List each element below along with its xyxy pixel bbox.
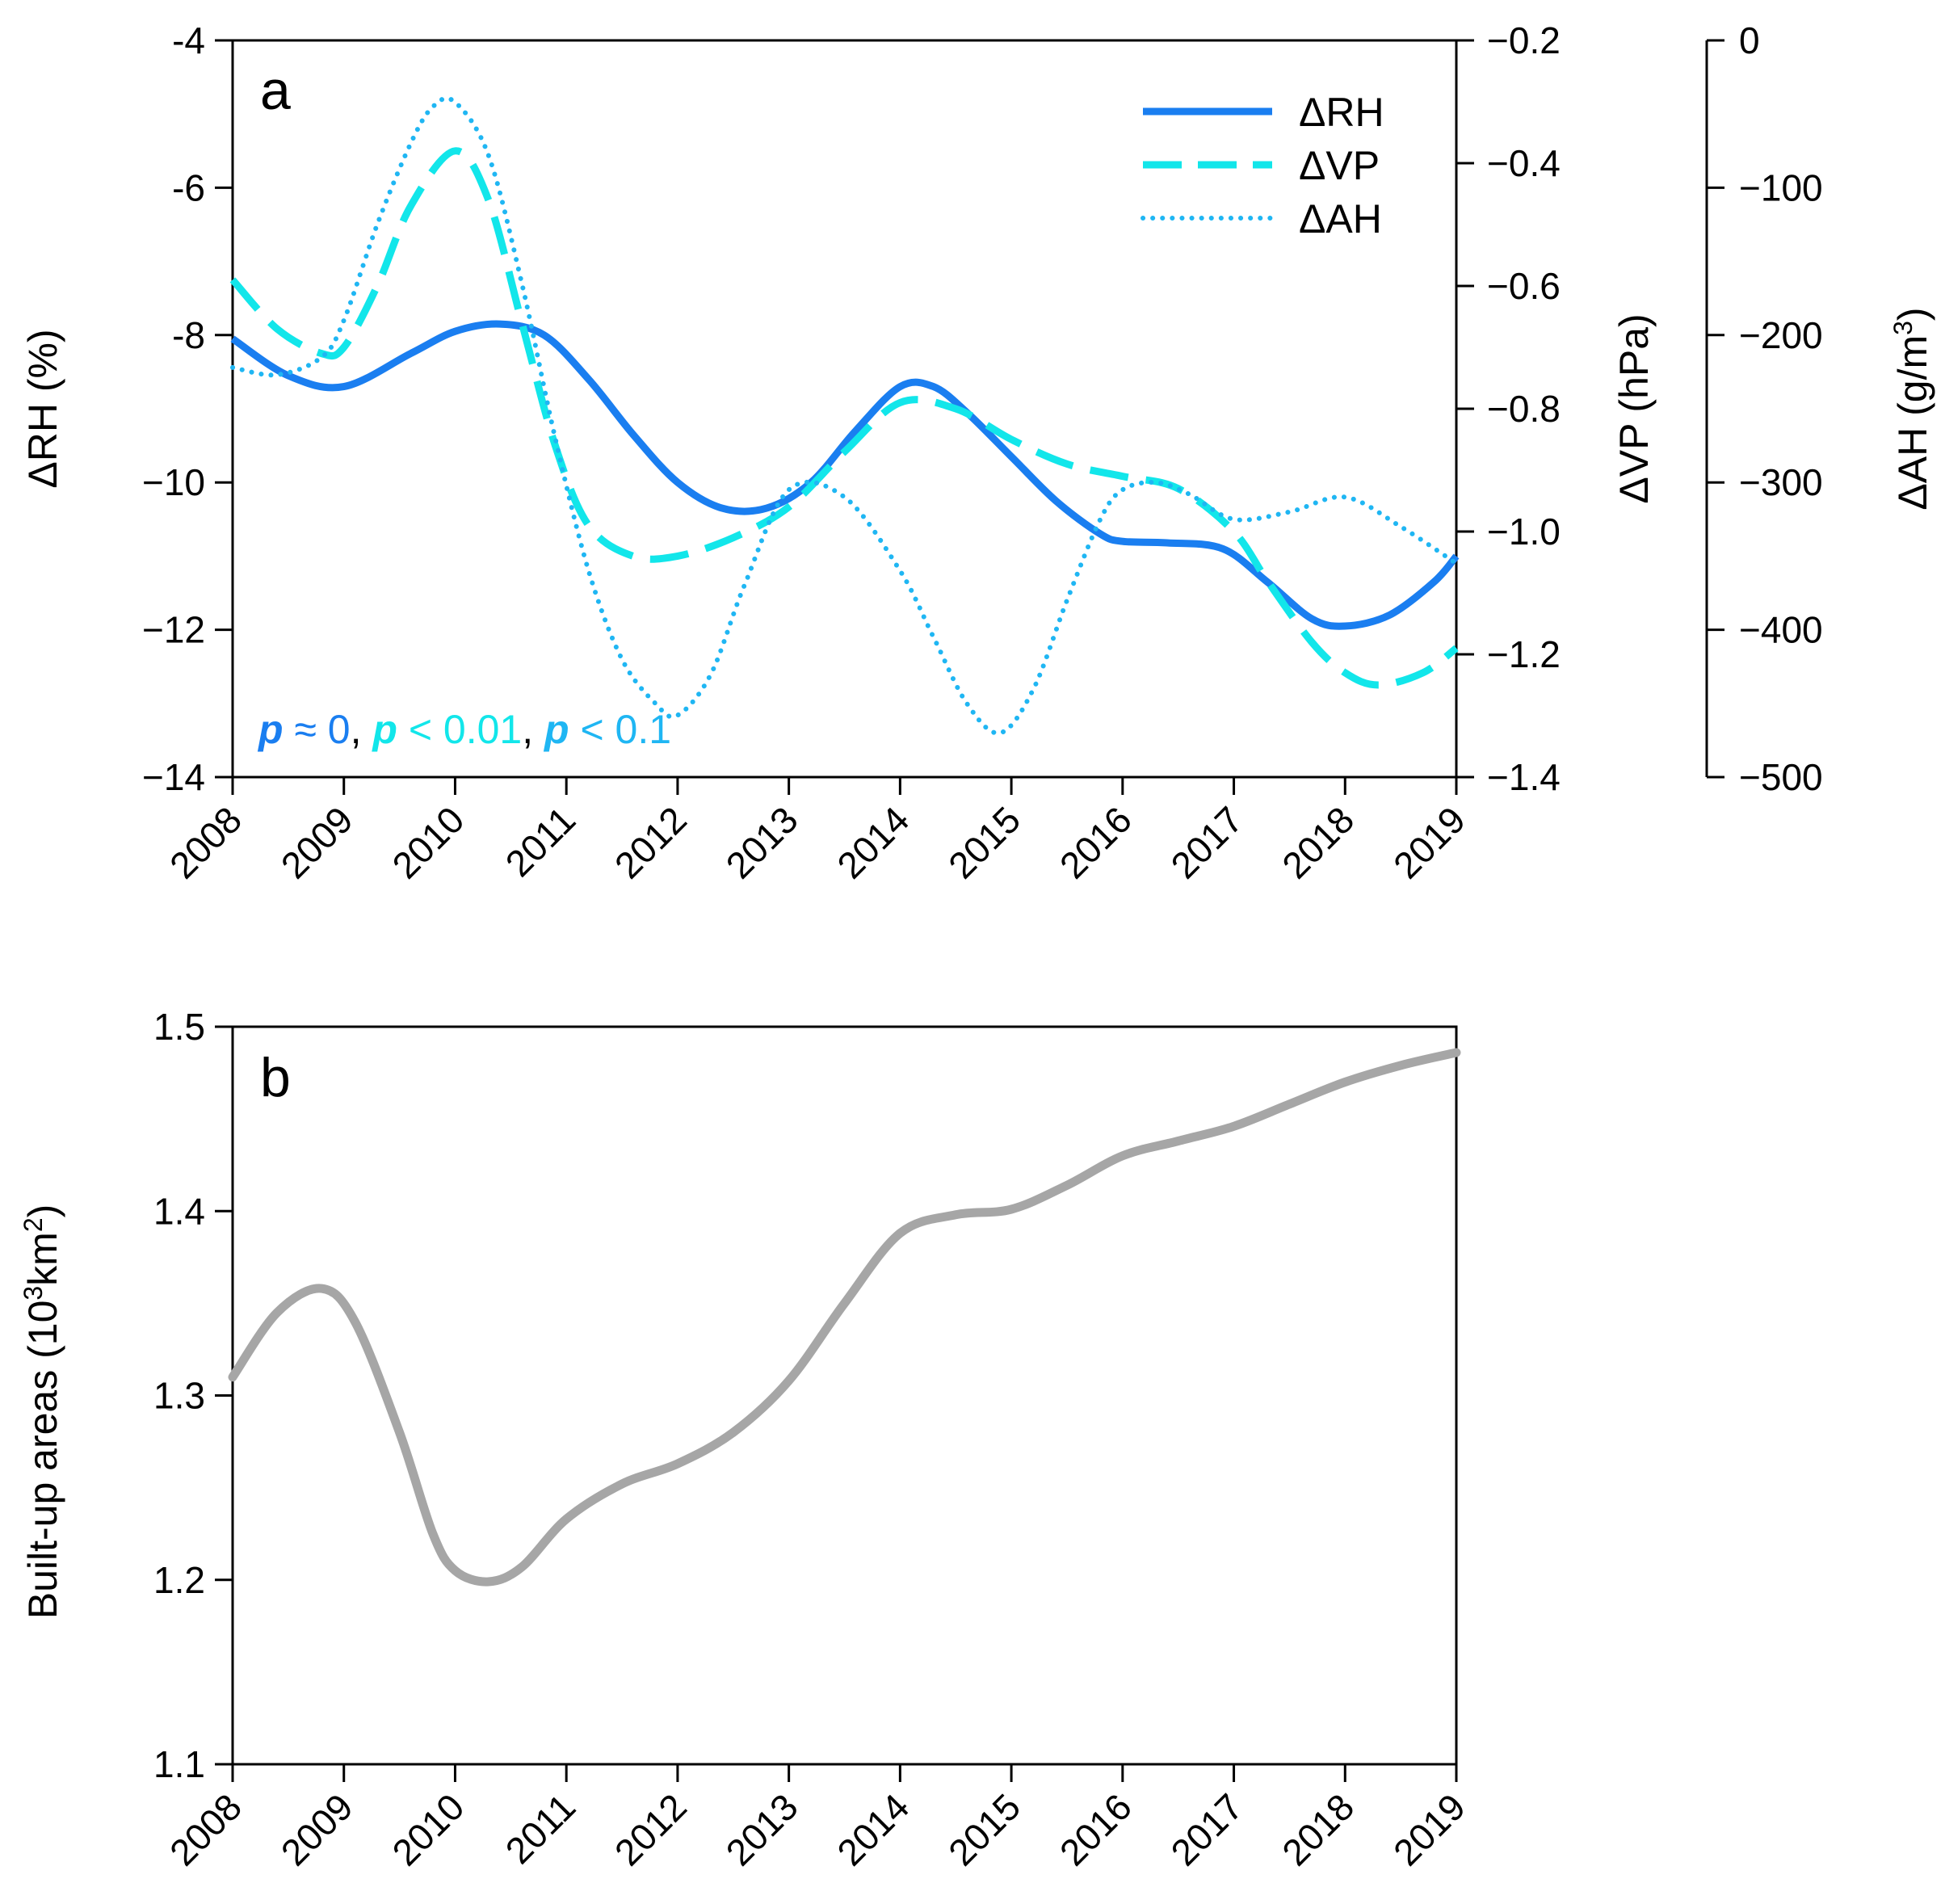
vp-tick-label: −1.2 (1487, 633, 1561, 675)
rh-tick-label: −10 (142, 461, 205, 503)
year-tick-label: 2010 (384, 1785, 472, 1873)
significance-segment: < 0.01 (397, 707, 522, 752)
series-vp-line (229, 147, 1459, 689)
panel-a-x-axis: 2008 2009 2010 2011 2012 2013 2014 2015 2016 2017… (162, 777, 1473, 886)
year-tick-label: 2017 (1162, 798, 1250, 886)
year-tick-label: 2010 (384, 798, 472, 886)
year-tick-label: 2011 (498, 1785, 584, 1872)
year-tick-label: 2013 (718, 1785, 806, 1873)
significance-segment: ≈ 0 (284, 707, 351, 752)
year-tick-label: 2015 (940, 1785, 1028, 1873)
significance-segment: p (543, 707, 569, 752)
year-tick-label: 2009 (273, 1785, 361, 1873)
built-up-tick-label: 1.1 (153, 1743, 205, 1785)
year-tick-label: 2018 (1274, 798, 1362, 886)
built-up-tick-label: 1.3 (153, 1375, 205, 1417)
rh-tick-label: -6 (172, 166, 205, 208)
year-tick-label: 2018 (1274, 1785, 1362, 1873)
year-tick-label: 2008 (162, 798, 250, 886)
panel-b-built-up-axis-title: Built-up areas (103km2) (19, 1204, 65, 1620)
significance-segment: < 0.1 (569, 707, 672, 752)
legend-label: ΔAH (1299, 196, 1382, 242)
year-tick-label: 2011 (498, 798, 584, 885)
ah-tick-label: −100 (1739, 166, 1823, 208)
built-up-tick-label: 1.5 (153, 1006, 205, 1048)
vp-tick-label: −0.4 (1487, 142, 1561, 184)
panel-b-x-axis: 2008 2009 2010 2011 2012 2013 2014 2015 2016 2017… (162, 1764, 1473, 1873)
panel-a-ah-axis: −500 −400 −300 −200 −100 0 (1705, 19, 1823, 798)
ah-tick-label: 0 (1739, 19, 1760, 61)
legend-label: ΔVP (1299, 143, 1380, 188)
significance-segment: p (371, 707, 397, 752)
year-tick-label: 2012 (607, 1785, 695, 1873)
year-tick-label: 2017 (1162, 1785, 1250, 1873)
rh-tick-label: −12 (142, 609, 205, 651)
year-tick-label: 2016 (1052, 1785, 1140, 1873)
year-tick-label: 2008 (162, 1785, 250, 1873)
built-up-tick-label: 1.2 (153, 1559, 205, 1601)
panel-b-left-axis: 1.1 1.2 1.3 1.4 1.5 (153, 1006, 233, 1785)
panel-a-letter: a (260, 60, 291, 121)
vp-tick-label: −1.0 (1487, 511, 1561, 553)
ah-tick-label: −300 (1739, 461, 1823, 503)
panel-a-chart: −14 −12 −10 -8 -6 -4 −1.4 −1.2 −1.0 −0.8 −0.6 −0.4… (20, 19, 1935, 886)
panel-a-vp-axis: −1.4 −1.2 −1.0 −0.8 −0.6 −0.4 −0.2 (1456, 19, 1561, 798)
panel-a-rh-axis-title: ΔRH (%) (20, 329, 65, 488)
panel-a-legend: ΔRH ΔVP ΔAH (1141, 90, 1384, 242)
legend-label: ΔRH (1299, 90, 1384, 135)
year-tick-label: 2019 (1385, 798, 1473, 886)
series-rh-line (230, 320, 1460, 630)
significance-segment: , (351, 707, 373, 752)
rh-tick-label: -4 (172, 19, 205, 61)
panel-a-plot-frame (231, 39, 1458, 779)
significance-segment: p (257, 707, 284, 752)
year-tick-label: 2015 (940, 798, 1028, 886)
ah-tick-label: −400 (1739, 609, 1823, 651)
significance-segment: , (522, 707, 544, 752)
panel-b-chart: 1.1 1.2 1.3 1.4 1.5 2008 2009 2010 2011 2012 2013… (19, 1006, 1473, 1873)
vp-tick-label: −1.4 (1487, 756, 1561, 798)
year-tick-label: 2019 (1385, 1785, 1473, 1873)
panel-a-ah-axis-title: ΔAH (g/m3) (1888, 307, 1935, 510)
vp-tick-label: −0.8 (1487, 388, 1561, 430)
ah-tick-label: −500 (1739, 756, 1823, 798)
vp-tick-label: −0.6 (1487, 265, 1561, 307)
year-tick-label: 2016 (1052, 798, 1140, 886)
year-tick-label: 2014 (829, 798, 917, 886)
series-built-up-line (228, 1048, 1461, 1587)
panel-b-plot-frame (231, 1025, 1458, 1766)
panel-a-significance-note: p ≈ 0, p < 0.01, p < 0.1 (257, 707, 671, 752)
panel-a-vp-axis-title: ΔVP (hPa) (1611, 313, 1657, 503)
year-tick-label: 2014 (829, 1785, 917, 1873)
panel-a-left-axis: −14 −12 −10 -8 -6 -4 (142, 19, 233, 798)
vp-tick-label: −0.2 (1487, 19, 1561, 61)
rh-tick-label: -8 (172, 314, 205, 356)
year-tick-label: 2009 (273, 798, 361, 886)
year-tick-label: 2012 (607, 798, 695, 886)
year-tick-label: 2013 (718, 798, 806, 886)
panel-b-letter: b (260, 1047, 291, 1108)
rh-tick-label: −14 (142, 756, 205, 798)
ah-tick-label: −200 (1739, 314, 1823, 356)
built-up-tick-label: 1.4 (153, 1190, 205, 1232)
